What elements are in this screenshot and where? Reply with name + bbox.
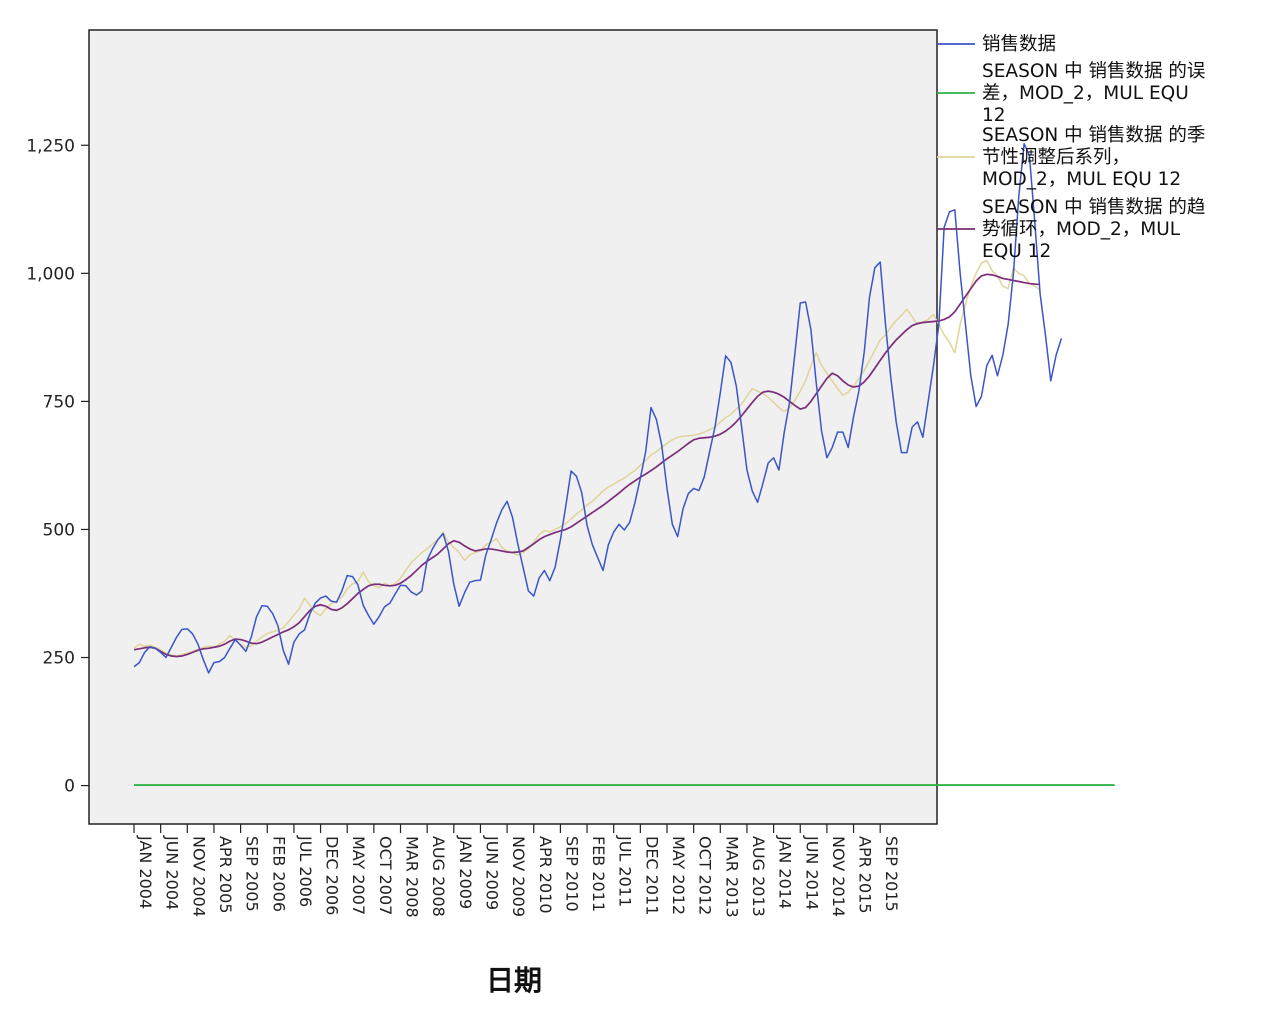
x-tick-label: OCT 2012 bbox=[696, 836, 715, 915]
legend-label: SEASON 中 销售数据 的误差，MOD_2，MUL EQU 12 bbox=[982, 61, 1205, 126]
y-tick-label: 250 bbox=[43, 649, 75, 669]
legend-item-4: SEASON 中 销售数据 的趋势循环，MOD_2，MUL EQU 12 bbox=[937, 197, 1205, 262]
x-tick-label: MAR 2008 bbox=[403, 836, 422, 918]
x-tick-label: JAN 2014 bbox=[776, 835, 795, 909]
x-tick-label: SEP 2015 bbox=[882, 836, 901, 912]
x-tick-label: FEB 2011 bbox=[589, 836, 608, 912]
x-tick-label: APR 2005 bbox=[216, 836, 235, 914]
y-tick-label: 1,250 bbox=[26, 136, 75, 156]
x-tick-label: NOV 2004 bbox=[189, 836, 208, 917]
series-line-3 bbox=[133, 259, 1041, 657]
x-tick-label: SEP 2005 bbox=[243, 836, 262, 912]
x-tick-label: JAN 2004 bbox=[136, 835, 155, 909]
x-tick-label: DEC 2011 bbox=[642, 836, 661, 915]
x-axis-title: 日期 bbox=[486, 964, 542, 997]
x-tick-label: JUL 2011 bbox=[616, 835, 635, 907]
y-axis: 0 250 500 750 1,000 1,250 bbox=[26, 136, 89, 797]
x-tick-label: APR 2015 bbox=[856, 836, 875, 914]
y-tick-label: 1,000 bbox=[26, 264, 75, 284]
x-tick-label: NOV 2014 bbox=[829, 836, 848, 917]
y-tick-label: 500 bbox=[43, 520, 75, 540]
x-tick-label: NOV 2009 bbox=[509, 836, 528, 917]
x-axis: JAN 2004 JUN 2004 NOV 2004 APR 2005 SEP 2005… bbox=[133, 824, 901, 918]
x-tick-label: FEB 2006 bbox=[269, 836, 288, 912]
x-tick-label: AUG 2008 bbox=[429, 836, 448, 917]
legend-label: 销售数据 bbox=[982, 34, 1056, 55]
legend-item-3: SEASON 中 销售数据 的季节性调整后系列， MOD_2，MUL EQU 12 bbox=[937, 125, 1205, 190]
series-line-4 bbox=[133, 273, 1041, 658]
x-tick-label: OCT 2007 bbox=[376, 836, 395, 915]
series-layer bbox=[133, 142, 1115, 786]
x-tick-label: JUN 2009 bbox=[482, 835, 501, 910]
y-tick-label: 0 bbox=[64, 777, 75, 797]
plot-area bbox=[88, 29, 938, 825]
x-tick-label: MAY 2007 bbox=[349, 836, 368, 915]
x-tick-label: APR 2010 bbox=[536, 836, 555, 914]
x-tick-label: MAR 2013 bbox=[722, 836, 741, 918]
x-tick-label: MAY 2012 bbox=[669, 836, 688, 915]
x-tick-label: AUG 2013 bbox=[749, 836, 768, 917]
series-line-1 bbox=[133, 142, 1063, 674]
legend-item-1: 销售数据 bbox=[937, 34, 1056, 55]
legend-label: SEASON 中 销售数据 的季节性调整后系列， MOD_2，MUL EQU 12 bbox=[982, 125, 1205, 190]
x-tick-label: JUN 2004 bbox=[163, 835, 182, 910]
x-tick-label: JUN 2014 bbox=[802, 835, 821, 910]
x-tick-label: SEP 2010 bbox=[562, 836, 581, 912]
y-tick-label: 750 bbox=[43, 392, 75, 412]
legend-label: SEASON 中 销售数据 的趋势循环，MOD_2，MUL EQU 12 bbox=[982, 197, 1205, 262]
legend-item-2: SEASON 中 销售数据 的误差，MOD_2，MUL EQU 12 bbox=[937, 61, 1205, 126]
x-tick-label: JUL 2006 bbox=[296, 835, 315, 907]
x-tick-label: JAN 2009 bbox=[456, 835, 475, 909]
x-tick-label: DEC 2006 bbox=[323, 836, 342, 915]
